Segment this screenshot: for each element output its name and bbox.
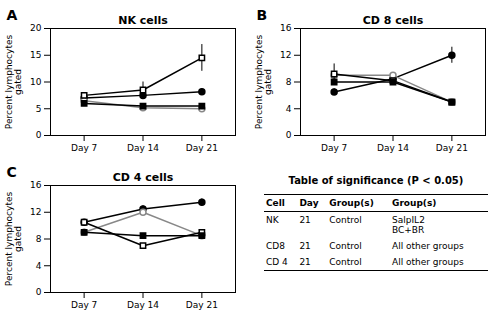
svg-text:4: 4 [36, 261, 42, 271]
svg-text:8: 8 [36, 234, 42, 244]
svg-text:10: 10 [30, 77, 42, 87]
html-text:Group(s): Group(s) [329, 198, 374, 208]
html-text:CD 4: CD 4 [266, 257, 288, 267]
svg-text:5: 5 [36, 104, 42, 114]
svg-text:Day 7: Day 7 [71, 143, 97, 153]
svg-text:4: 4 [286, 104, 292, 114]
html-text:SalpIL2 BC+BR: SalpIL2 BC+BR [392, 215, 425, 235]
html-text:Group(s): Group(s) [392, 198, 437, 208]
svg-text:0: 0 [36, 130, 42, 140]
svg-text:Day 21: Day 21 [186, 300, 218, 310]
svg-text:0: 0 [36, 287, 42, 297]
html-text:Day: Day [299, 198, 319, 208]
html-text:Cell: Cell [266, 198, 285, 208]
html-text:Table of significance (P < 0.0: Table of significance (P < 0.05) [288, 175, 464, 186]
svg-text:12: 12 [30, 207, 41, 217]
html-text:CD8: CD8 [266, 241, 285, 251]
svg-text:Day 21: Day 21 [436, 143, 468, 153]
svg-text:CD 4 cells: CD 4 cells [113, 171, 174, 184]
html-text:All other groups: All other groups [392, 257, 464, 267]
html-text:NK: NK [266, 215, 279, 225]
html-text:Control: Control [329, 215, 362, 225]
html-text:Control: Control [329, 257, 362, 267]
svg-text:16: 16 [30, 180, 42, 190]
svg-text:16: 16 [280, 23, 292, 33]
svg-text:Day 7: Day 7 [321, 143, 347, 153]
svg-text:12: 12 [280, 50, 291, 60]
html-text:21: 21 [299, 215, 311, 225]
html-text:21: 21 [299, 257, 311, 267]
svg-text:0: 0 [286, 130, 292, 140]
svg-text:20: 20 [30, 23, 42, 33]
html-text:Control: Control [329, 241, 362, 251]
html-text:All other groups: All other groups [392, 241, 464, 251]
svg-text:Day 7: Day 7 [71, 300, 97, 310]
svg-text:Day 14: Day 14 [127, 300, 159, 310]
svg-text:NK cells: NK cells [118, 14, 168, 27]
html-text:21: 21 [299, 241, 311, 251]
svg-text:Percent lymphocytesgated: Percent lymphocytesgated [4, 192, 23, 287]
svg-text:B: B [257, 7, 268, 23]
svg-text:A: A [7, 7, 18, 23]
svg-text:Day 14: Day 14 [127, 143, 159, 153]
svg-text:Percent lymphocytesgated: Percent lymphocytesgated [4, 35, 23, 130]
svg-text:C: C [7, 164, 17, 180]
svg-text:CD 8 cells: CD 8 cells [363, 14, 424, 27]
svg-text:8: 8 [286, 77, 292, 87]
svg-text:15: 15 [30, 50, 41, 60]
svg-text:Day 14: Day 14 [377, 143, 409, 153]
svg-text:Day 21: Day 21 [186, 143, 218, 153]
svg-text:Percent lymphocytesgated: Percent lymphocytesgated [254, 35, 273, 130]
